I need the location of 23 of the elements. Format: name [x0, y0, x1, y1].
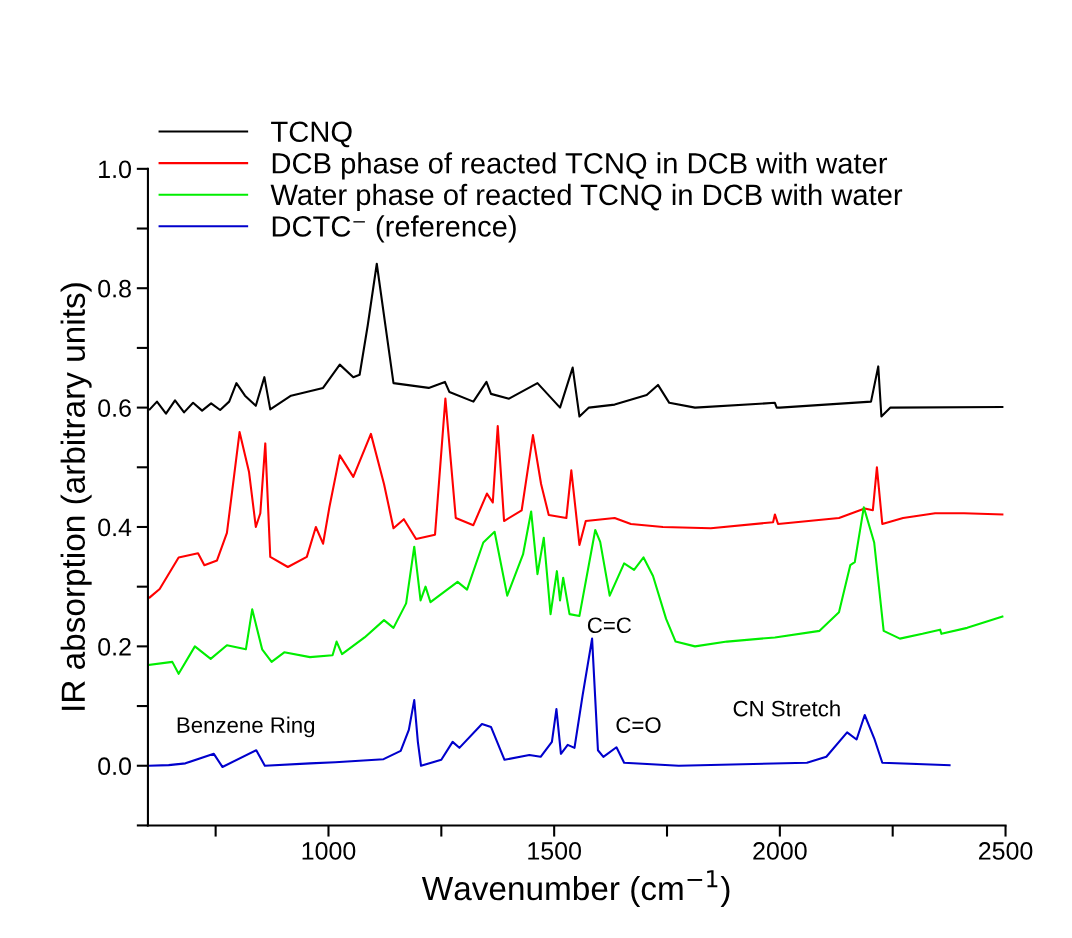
annotation: Benzene Ring [177, 716, 315, 738]
x-tick-label: 1000 [302, 842, 356, 860]
y-tick-label: 0.6 [98, 399, 131, 417]
y-tick-label: 0.4 [98, 518, 132, 537]
y-tick-label: 0.2 [98, 637, 131, 656]
x-tick-label: 2500 [978, 842, 1033, 860]
line-series [147, 637, 951, 768]
annotation: C=O [616, 717, 661, 733]
legend-label: DCTC⁻ (reference) [272, 215, 516, 243]
x-axis-title: Wavenumber (cm$^{−1}$) [421, 870, 730, 907]
line-series [148, 506, 1004, 675]
annotation: C=C [587, 617, 632, 634]
y-tick-label: 1.0 [99, 160, 131, 179]
legend-label: Water phase of reacted TCNQ in DCB with water [270, 183, 903, 211]
y-tick-label: 0.8 [98, 279, 131, 298]
y-axis-title: IR absorption (arbitrary units) [60, 283, 92, 710]
y-tick-label: 0.0 [98, 757, 131, 776]
legend-label: DCB phase of reacted TCNQ in DCB with water [272, 152, 888, 180]
annotation: CN Stretch [733, 700, 840, 717]
x-tick-label: 1500 [528, 842, 581, 860]
line-series [148, 397, 1004, 599]
legend-label: TCNQ [271, 121, 352, 148]
x-tick-label: 2000 [753, 842, 807, 860]
